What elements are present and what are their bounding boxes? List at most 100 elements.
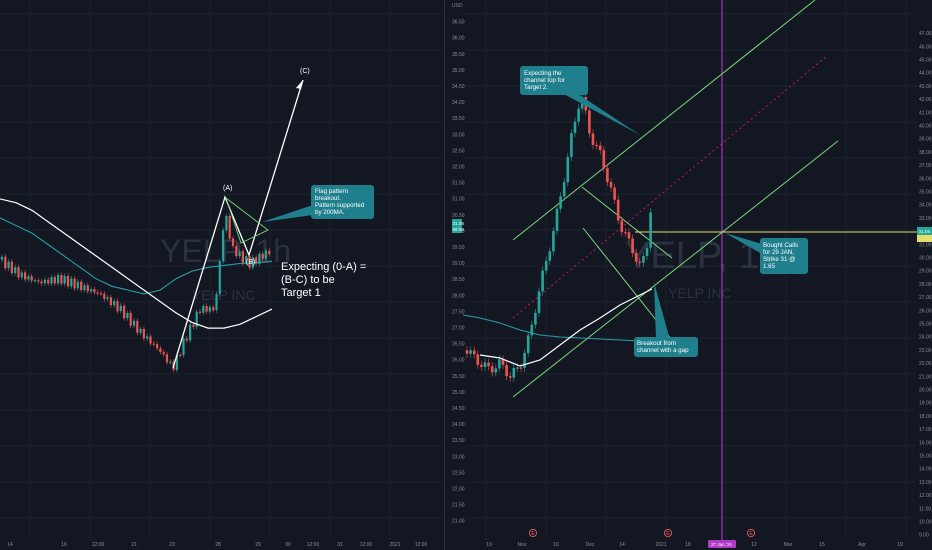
right-candle bbox=[588, 110, 591, 134]
right-x-tick: 19 bbox=[486, 542, 492, 548]
right-candle bbox=[465, 350, 469, 354]
right-candle bbox=[631, 238, 634, 254]
right-x-tick: 16 bbox=[553, 542, 559, 548]
right-candle bbox=[508, 376, 512, 378]
left-x-tick: 12:00 bbox=[92, 542, 105, 548]
left-candle bbox=[136, 320, 139, 333]
left-candle bbox=[156, 344, 159, 349]
left-candle bbox=[43, 279, 46, 284]
right-y-tick: 31.00 bbox=[452, 197, 465, 203]
right-y-tick: 26.00 bbox=[452, 358, 465, 364]
right-outer-y-tick: 39.00 bbox=[919, 137, 932, 143]
left-candle bbox=[40, 281, 43, 284]
left-candle bbox=[169, 361, 172, 363]
breakout-callout[interactable]: Breakout from channel with a gap bbox=[634, 282, 698, 357]
left-candle bbox=[50, 277, 53, 284]
right-candle bbox=[598, 145, 602, 151]
event-marker-1-label: E bbox=[531, 531, 535, 537]
right-candle bbox=[634, 253, 638, 262]
right-candle bbox=[602, 150, 606, 169]
calls-note-line-2: for 29 JAN, bbox=[763, 249, 794, 256]
left-ma200-line bbox=[0, 217, 273, 295]
right-watermark-sub: YELP INC bbox=[668, 285, 732, 301]
bought-calls-callout[interactable]: Bought Calls for 29 JAN, Strike 31 @ 1.6… bbox=[725, 233, 808, 274]
event-marker-2-label: E bbox=[666, 531, 670, 537]
left-candle bbox=[93, 289, 96, 293]
left-candle bbox=[212, 307, 215, 311]
left-candle bbox=[215, 293, 218, 311]
flag-pattern-callout[interactable]: Flag pattern breakout. Pattern supported… bbox=[262, 185, 374, 222]
left-candle bbox=[208, 307, 211, 312]
right-outer-y-tick: 11.00 bbox=[919, 506, 931, 512]
right-candle bbox=[566, 156, 570, 183]
left-candles bbox=[0, 213, 271, 373]
right-y-tick: 35.50 bbox=[452, 52, 465, 58]
right-candle bbox=[595, 144, 598, 147]
flag-callout-pointer bbox=[262, 205, 313, 222]
right-x-tick: Dec bbox=[586, 542, 595, 548]
target-date-tag: 27 Jan '21 bbox=[708, 540, 736, 548]
current-price-tag: 31.05 09:06 bbox=[452, 219, 464, 233]
channel-target-callout[interactable]: Expecting the channel top for Target 2. bbox=[520, 66, 640, 135]
calls-note-line-3: Strike 31 @ bbox=[763, 256, 795, 263]
right-candle bbox=[613, 187, 616, 200]
target1-line-3: Target 1 bbox=[281, 287, 321, 299]
right-outer-y-tick: 23.00 bbox=[919, 348, 932, 354]
left-candle bbox=[47, 279, 50, 284]
left-candle bbox=[106, 297, 109, 299]
elliott-wave-path bbox=[172, 79, 304, 369]
left-candle bbox=[53, 277, 56, 284]
right-candle bbox=[624, 232, 627, 234]
left-candle bbox=[165, 354, 169, 363]
right-candle bbox=[505, 364, 508, 377]
right-candle bbox=[548, 251, 552, 261]
right-outer-y-tick: 38.00 bbox=[919, 150, 932, 156]
right-candle bbox=[573, 121, 577, 134]
left-candle bbox=[90, 289, 93, 292]
right-y-tick: 29.50 bbox=[452, 245, 465, 251]
left-candle bbox=[238, 251, 241, 257]
right-outer-y-tick: 30.00 bbox=[919, 256, 932, 262]
calls-note-line-1: Bought Calls bbox=[763, 242, 798, 249]
left-x-tick: 29 bbox=[255, 542, 261, 548]
left-candle bbox=[228, 215, 231, 239]
breakout-callout-box bbox=[634, 337, 698, 357]
left-candle bbox=[235, 246, 238, 257]
right-outer-y-tick: 43.00 bbox=[919, 84, 932, 90]
right-candle bbox=[516, 367, 519, 369]
right-candle bbox=[544, 260, 548, 271]
right-outer-y-tick: 40.00 bbox=[919, 124, 932, 130]
left-candle bbox=[142, 328, 145, 339]
left-candle bbox=[86, 285, 89, 292]
event-marker-3[interactable]: E bbox=[747, 529, 756, 538]
current-price-value: 31.05 bbox=[453, 221, 465, 226]
left-x-tick: 14 bbox=[7, 542, 13, 548]
right-y-tick: 24.50 bbox=[452, 406, 465, 412]
right-y-tick: 28.00 bbox=[452, 293, 465, 299]
right-candle bbox=[627, 232, 631, 239]
current-price-time: 09:06 bbox=[453, 227, 465, 232]
breakout-note-line-2: channel with a gap bbox=[637, 347, 689, 354]
left-candle bbox=[241, 251, 244, 263]
right-y-tick: 32.50 bbox=[452, 148, 465, 154]
right-outer-y-tick: 21.00 bbox=[919, 374, 932, 380]
right-x-axis: 19 Nov 16 Dec 14 2021 18 12 Mar 15 Apr 19 bbox=[486, 542, 903, 548]
right-y-tick: 24.00 bbox=[452, 422, 465, 428]
left-candle bbox=[63, 275, 66, 284]
right-outer-y-tick: 12.00 bbox=[919, 493, 932, 499]
right-outer-y-tick: 47.00 bbox=[919, 31, 932, 37]
right-outer-y-tick: 14.00 bbox=[919, 467, 932, 473]
event-marker-2[interactable]: E bbox=[664, 529, 673, 538]
left-candle bbox=[261, 253, 264, 259]
flag-note-line-2: breakout. bbox=[315, 195, 341, 202]
right-y-tick: 23.50 bbox=[452, 438, 465, 444]
right-y-tick: 31.50 bbox=[452, 181, 465, 187]
right-y-tick: 25.00 bbox=[452, 390, 465, 396]
right-outer-y-tick: 31.00 bbox=[919, 242, 932, 248]
event-marker-1[interactable]: E bbox=[529, 529, 538, 538]
breakout-note-line-1: Breakout from bbox=[637, 340, 676, 347]
event-marker-3-label: E bbox=[749, 531, 753, 537]
left-candle bbox=[159, 348, 162, 353]
right-outer-y-tick: 19.00 bbox=[919, 401, 932, 407]
